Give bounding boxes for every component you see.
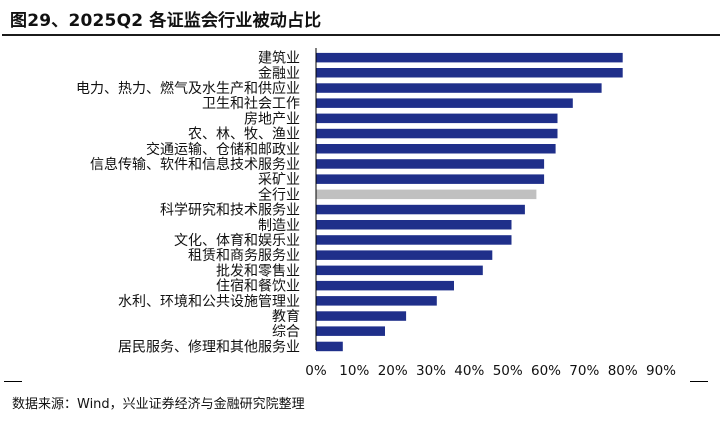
bar-17 — [316, 311, 407, 321]
bar-2 — [316, 83, 602, 93]
x-tick-labels: 0% 10% 20% 30% 40% 50% 60% 70% 80% 90% — [305, 363, 676, 379]
bar-9 — [316, 189, 537, 200]
bar-12 — [316, 235, 512, 245]
category-label-2: 电力、热力、燃气及水生产和供应业 — [76, 80, 300, 97]
category-label-4: 房地产业 — [244, 111, 300, 127]
category-label-3: 卫生和社会工作 — [202, 96, 300, 112]
x-tick-label-0: 0% — [305, 363, 327, 379]
footer-rule-left — [4, 381, 22, 382]
category-label-19: 居民服务、修理和其他服务业 — [118, 339, 300, 355]
bar-1 — [316, 68, 623, 78]
bar-16 — [316, 296, 437, 306]
category-label-1: 金融业 — [258, 66, 300, 82]
category-label-12: 文化、体育和娱乐业 — [174, 233, 300, 249]
x-tick-label-7: 70% — [569, 363, 599, 379]
bar-6 — [316, 144, 556, 154]
category-label-10: 科学研究和技术服务业 — [160, 203, 300, 219]
footer-rule-right — [690, 381, 708, 382]
category-label-9: 全行业 — [258, 186, 300, 203]
bar-3 — [316, 98, 573, 108]
bar-18 — [316, 326, 385, 336]
bar-8 — [316, 174, 545, 184]
bar-11 — [316, 220, 512, 230]
category-label-16: 水利、环境和公共设施管理业 — [118, 294, 300, 310]
x-tick-label-6: 60% — [531, 363, 561, 379]
category-label-18: 综合 — [272, 324, 300, 340]
category-label-8: 采矿业 — [258, 172, 300, 188]
category-label-6: 交通运输、仓储和邮政业 — [146, 141, 300, 158]
category-label-15: 住宿和餐饮业 — [216, 278, 300, 295]
x-tick-label-8: 80% — [608, 363, 638, 379]
category-label-14: 批发和零售业 — [216, 263, 300, 279]
bars-group — [316, 52, 623, 352]
figure-title: 图29、2025Q2 各证监会行业被动占比 — [10, 11, 322, 31]
bar-15 — [316, 280, 454, 291]
bar-4 — [316, 113, 558, 124]
category-label-17: 教育 — [272, 309, 300, 325]
category-label-13: 租赁和商务服务业 — [188, 248, 300, 264]
x-tick-label-3: 30% — [416, 363, 446, 379]
bar-19 — [316, 341, 343, 352]
bar-13 — [316, 250, 493, 260]
category-label-0: 建筑业 — [258, 51, 300, 67]
x-tick-label-2: 20% — [378, 363, 408, 379]
bar-5 — [316, 128, 558, 139]
source-note: 数据来源：Wind，兴业证券经济与金融研究院整理 — [12, 397, 305, 412]
category-label-5: 农、林、牧、渔业 — [188, 127, 300, 143]
title-rule — [2, 34, 720, 36]
x-tick-label-4: 40% — [454, 363, 484, 379]
bar-0 — [316, 52, 623, 63]
category-labels: 建筑业金融业电力、热力、燃气及水生产和供应业卫生和社会工作房地产业农、林、牧、渔… — [76, 51, 300, 356]
category-label-7: 信息传输、软件和信息技术服务业 — [90, 156, 300, 173]
x-tick-label-1: 10% — [339, 363, 369, 379]
x-tick-label-9: 90% — [646, 363, 676, 379]
bar-14 — [316, 265, 483, 276]
category-label-11: 制造业 — [258, 218, 300, 234]
x-tick-label-5: 50% — [493, 363, 523, 379]
bar-10 — [316, 204, 525, 215]
bar-7 — [316, 159, 545, 169]
